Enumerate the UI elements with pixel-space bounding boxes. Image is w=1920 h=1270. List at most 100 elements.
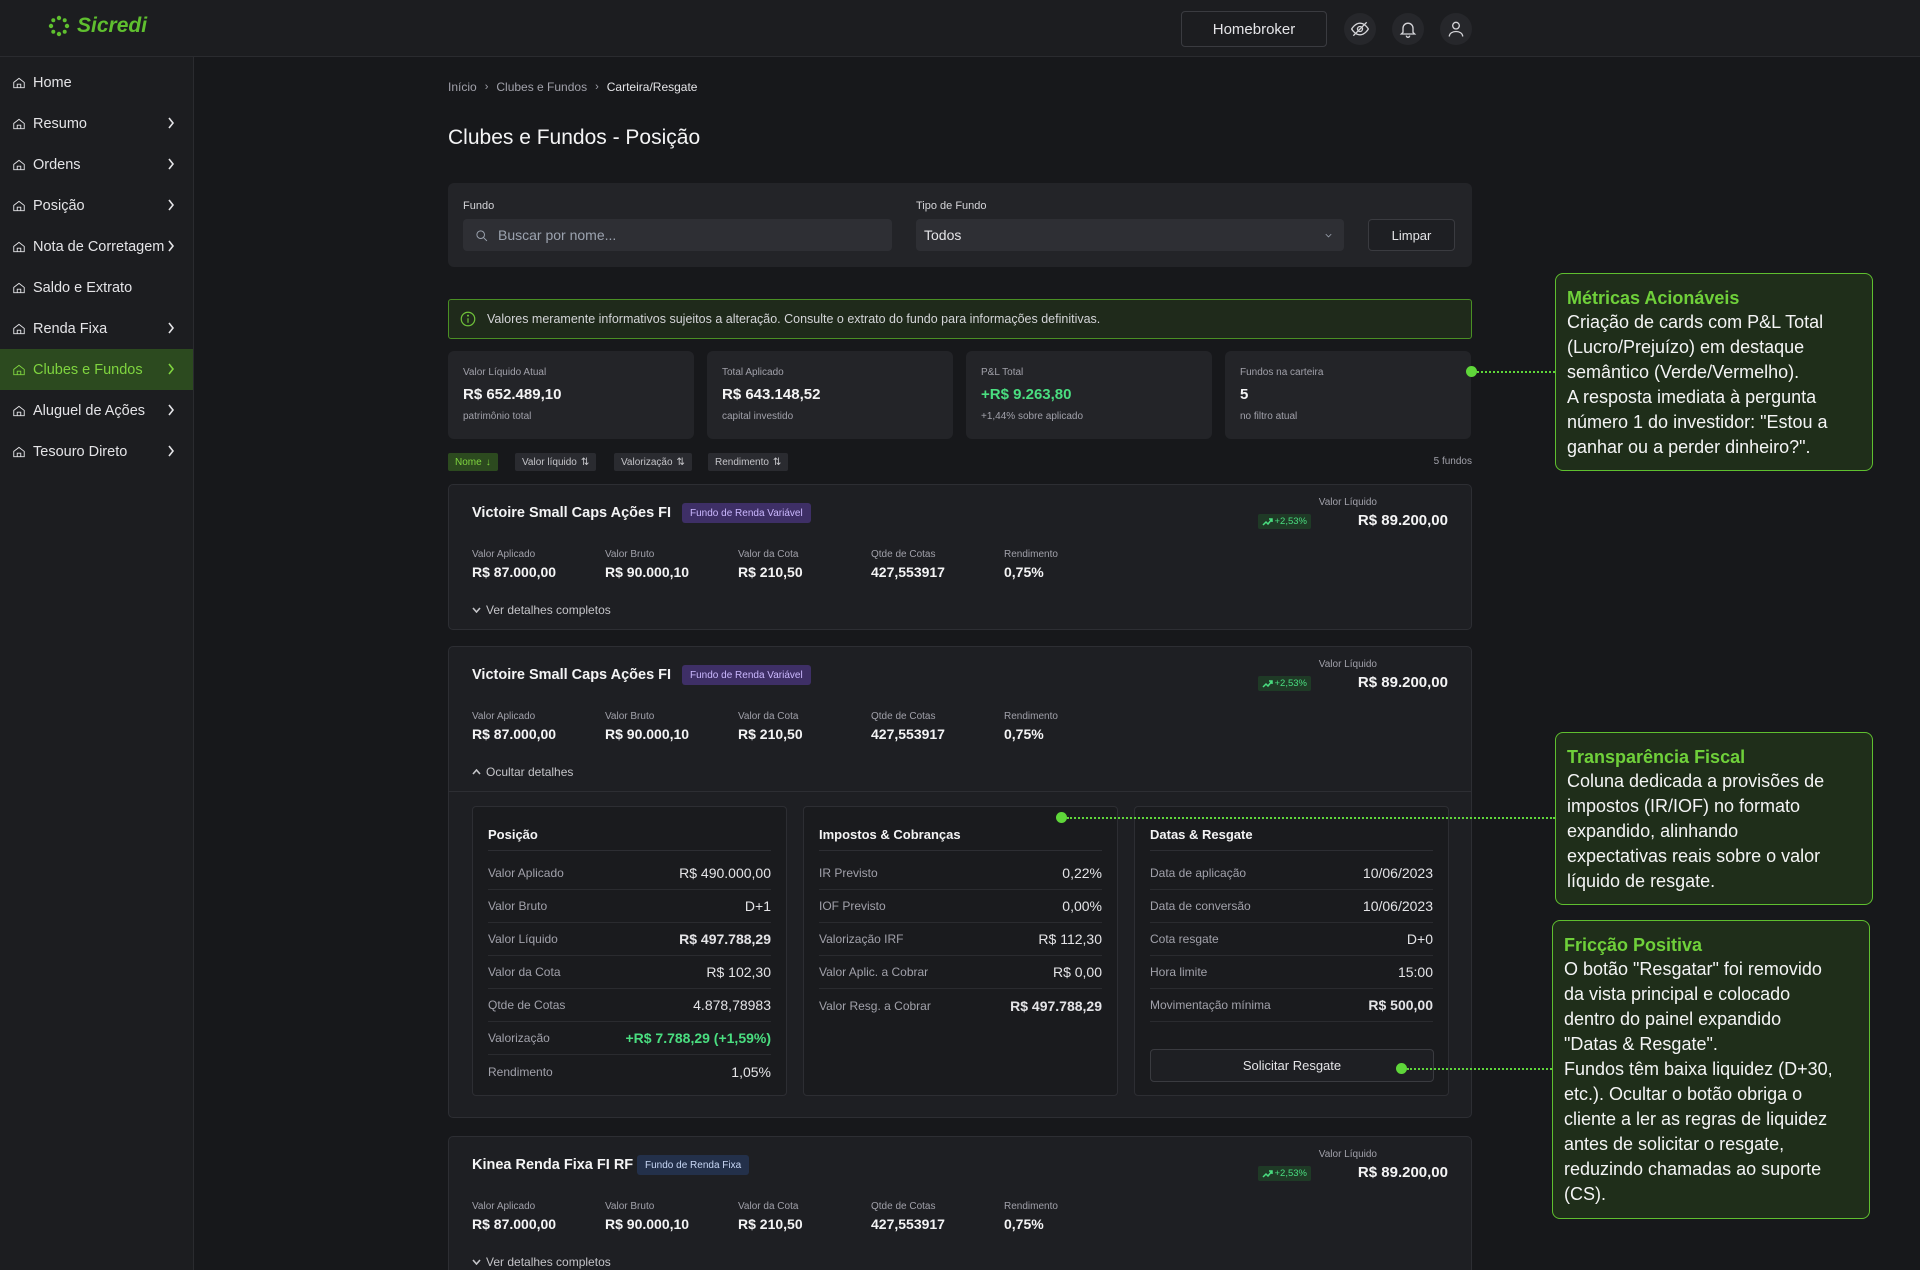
fund-stat-label: Qtde de Cotas <box>871 1201 936 1212</box>
details-row-label: IR Previsto <box>819 866 878 880</box>
details-row-value: 10/06/2023 <box>1362 898 1433 914</box>
details-row: Valorização IRF R$ 112,30 <box>819 923 1102 956</box>
metric-value: 5 <box>1240 386 1249 403</box>
fund-stat-label: Rendimento <box>1004 549 1058 560</box>
fund-search-input[interactable]: Buscar por nome... <box>463 219 892 251</box>
sidebar: Home Resumo Ordens Posição Nota de Corretage… <box>0 57 194 1270</box>
sort-arrows-icon: ⇅ <box>772 456 782 468</box>
valor-liquido-label: Valor Líquido <box>1318 1149 1377 1160</box>
eye-off-icon[interactable] <box>1344 13 1376 45</box>
details-row-value: R$ 490.000,00 <box>679 865 771 881</box>
fund-stat: Valor da Cota R$ 210,50 <box>738 549 803 580</box>
fund-stat-value: R$ 90.000,10 <box>605 726 690 742</box>
details-row: Hora limite 15:00 <box>1150 956 1433 989</box>
fund-name: Victoire Small Caps Ações FI <box>472 667 672 683</box>
fund-name: Kinea Renda Fixa FI RF <box>472 1157 634 1173</box>
details-row-label: Valorização <box>488 1031 550 1045</box>
fund-stat: Valor Bruto R$ 90.000,10 <box>605 1201 689 1232</box>
sort-nome[interactable]: Nome ↓ <box>448 453 498 471</box>
valorizacao-pct: +2,53% <box>1274 516 1308 527</box>
details-posicao-column: Posição Valor Aplicado R$ 490.000,00 Valor … <box>472 806 787 1096</box>
bell-icon[interactable] <box>1392 13 1424 45</box>
details-row-value: +R$ 7.788,29 (+1,59%) <box>625 1030 771 1046</box>
homebroker-button[interactable]: Homebroker <box>1181 11 1327 47</box>
home-icon <box>12 199 26 213</box>
toggle-details-button[interactable]: Ver detalhes completos <box>472 1255 611 1269</box>
chevron-right-icon <box>167 445 175 457</box>
sidebar-item-saldo-e-extrato[interactable]: Saldo e Extrato <box>0 267 193 308</box>
sort-valorizacao[interactable]: Valorização ⇅ <box>614 453 692 471</box>
details-row: Data de conversão 10/06/2023 <box>1150 890 1433 923</box>
sidebar-item-home[interactable]: Home <box>0 62 193 103</box>
sort-rendimento[interactable]: Rendimento ⇅ <box>708 453 789 471</box>
fund-stat-value: 0,75% <box>1004 1216 1044 1232</box>
details-row-label: Valor Bruto <box>488 899 548 913</box>
sidebar-item-nota-de-corretagem[interactable]: Nota de Corretagem <box>0 226 193 267</box>
breadcrumb-inicio[interactable]: Início <box>448 80 477 94</box>
fund-stat: Valor Aplicado R$ 87.000,00 <box>472 1201 556 1232</box>
sicredi-logo[interactable]: Sicredi <box>47 14 147 38</box>
fund-stat-label: Valor da Cota <box>738 1201 799 1212</box>
sidebar-item-label: Saldo e Extrato <box>33 279 133 296</box>
toggle-details-button[interactable]: Ver detalhes completos <box>472 603 611 617</box>
fund-type-badge: Fundo de Renda Variável <box>682 503 811 523</box>
tipo-fundo-select[interactable]: Todos <box>916 219 1344 251</box>
fund-stat: Qtde de Cotas 427,553917 <box>871 711 945 742</box>
fund-stat-value: 427,553917 <box>871 564 945 580</box>
details-row-value: R$ 112,30 <box>1038 931 1102 947</box>
details-datas-column: Datas & Resgate Data de aplicação 10/06/20… <box>1134 806 1449 1096</box>
details-row-value: 15:00 <box>1397 964 1433 980</box>
clear-filters-button[interactable]: Limpar <box>1368 219 1455 251</box>
solicitar-resgate-button[interactable]: Solicitar Resgate <box>1150 1049 1434 1082</box>
fund-search-placeholder: Buscar por nome... <box>498 227 617 243</box>
sort-arrows-icon: ⇅ <box>580 456 590 468</box>
sidebar-item-resumo[interactable]: Resumo <box>0 103 193 144</box>
home-icon <box>12 76 26 90</box>
chevron-right-icon <box>167 322 175 334</box>
details-row-value: 4.878,78983 <box>693 997 771 1013</box>
annotation-title: Fricção Positiva <box>1564 935 1703 955</box>
user-icon[interactable] <box>1440 13 1472 45</box>
fund-stat-label: Valor Aplicado <box>472 711 536 722</box>
sidebar-item-clubes-e-fundos[interactable]: Clubes e Fundos <box>0 349 193 390</box>
sidebar-item-renda-fixa[interactable]: Renda Fixa <box>0 308 193 349</box>
details-row-value: R$ 0,00 <box>1052 964 1102 980</box>
breadcrumb-clubes-fundos[interactable]: Clubes e Fundos <box>496 80 588 94</box>
sidebar-item-aluguel-de-acoes[interactable]: Aluguel de Ações <box>0 390 193 431</box>
details-row: Data de aplicação 10/06/2023 <box>1150 857 1433 890</box>
metric-label: P&L Total <box>981 367 1024 378</box>
fund-card: Victoire Small Caps Ações FI Fundo de Ren… <box>448 484 1472 630</box>
sidebar-item-posicao[interactable]: Posição <box>0 185 193 226</box>
fund-stat-label: Valor Bruto <box>605 1201 655 1212</box>
fund-stat: Rendimento 0,75% <box>1004 549 1058 580</box>
sidebar-item-ordens[interactable]: Ordens <box>0 144 193 185</box>
valorizacao-badge: +2,53% <box>1257 1166 1311 1181</box>
metric-value: R$ 652.489,10 <box>463 386 562 403</box>
metric-label: Valor Líquido Atual <box>463 367 547 378</box>
details-row-label: Valorização IRF <box>819 932 904 946</box>
valor-liquido-label: Valor Líquido <box>1318 497 1377 508</box>
toggle-details-label: Ver detalhes completos <box>486 603 611 617</box>
home-icon <box>12 322 26 336</box>
fund-card: Victoire Small Caps Ações FI Fundo de Ren… <box>448 646 1472 1118</box>
sort-valor-liquido[interactable]: Valor líquido ⇅ <box>515 453 597 471</box>
sidebar-item-tesouro-direto[interactable]: Tesouro Direto <box>0 431 193 472</box>
sidebar-item-label: Renda Fixa <box>33 320 108 337</box>
sidebar-item-label: Tesouro Direto <box>33 443 128 460</box>
details-row-label: Valor da Cota <box>488 965 561 979</box>
valor-liquido-value: R$ 89.200,00 <box>1357 674 1448 691</box>
fund-stat-label: Qtde de Cotas <box>871 711 936 722</box>
tipo-fundo-value: Todos <box>924 227 962 243</box>
details-row-value: D+1 <box>744 898 771 914</box>
fund-stat-label: Valor Bruto <box>605 549 655 560</box>
details-row: Valor Resg. a Cobrar R$ 497.788,29 <box>819 989 1102 1022</box>
details-row-label: Qtde de Cotas <box>488 998 566 1012</box>
sort-valorizacao-label: Valorização <box>621 456 673 468</box>
annotation-body: O botão "Resgatar" foi removido da vista… <box>1564 959 1833 1204</box>
details-row-value: 0,00% <box>1062 898 1102 914</box>
fund-stat-label: Valor da Cota <box>738 711 799 722</box>
toggle-details-button[interactable]: Ocultar detalhes <box>472 765 573 779</box>
chevron-down-icon <box>1325 233 1332 237</box>
sidebar-item-label: Home <box>33 74 72 91</box>
fund-stat-value: R$ 210,50 <box>738 564 803 580</box>
